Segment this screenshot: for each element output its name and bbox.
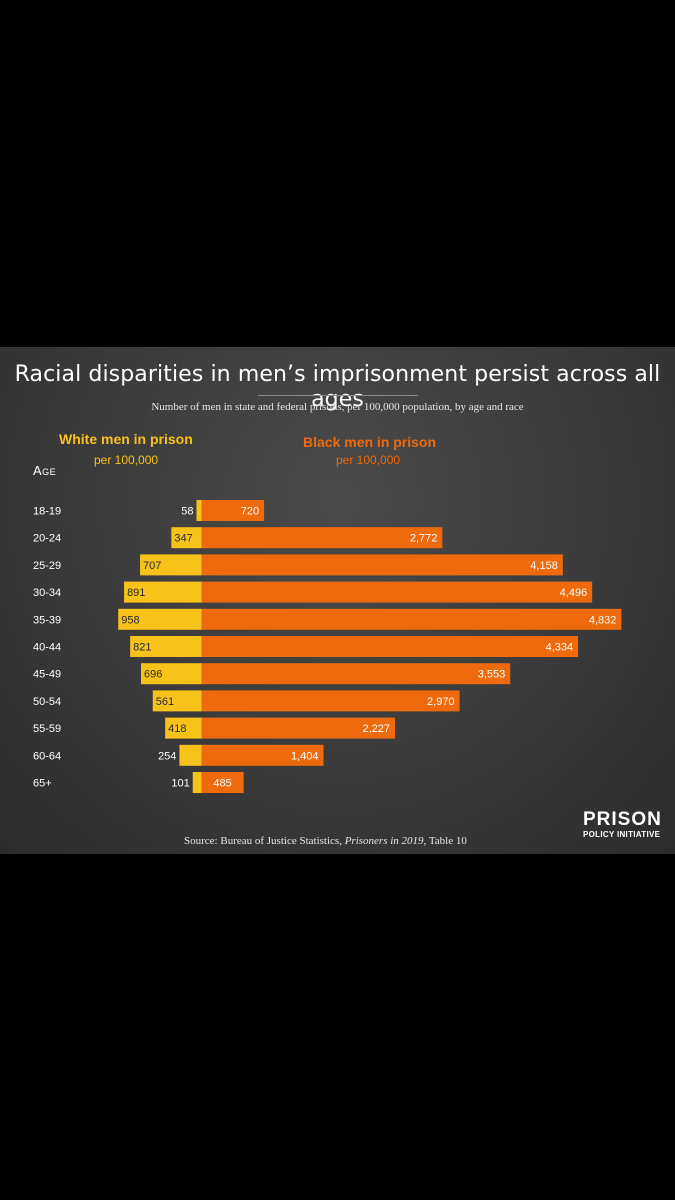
legend-black-title: Black men in prison — [303, 434, 437, 450]
white-value-label: 958 — [121, 614, 139, 626]
black-value-label: 2,227 — [362, 723, 390, 735]
black-bar — [201, 527, 443, 549]
white-value-label: 561 — [156, 696, 174, 708]
black-value-label: 2,970 — [427, 696, 455, 708]
white-value-label: 347 — [174, 533, 192, 545]
white-bar — [192, 772, 202, 793]
black-bar — [201, 717, 396, 739]
title-divider — [258, 395, 418, 396]
white-bar — [141, 663, 202, 685]
black-bar — [201, 636, 579, 657]
bar-chart: 18-19 58 720 20-24 347 2,772 25-29 707 4,158 30-3… — [33, 500, 622, 793]
logo-wordmark-top: PRISON — [583, 809, 662, 830]
white-bar — [196, 500, 202, 521]
white-value-label: 891 — [127, 587, 145, 599]
age-label: 40-44 — [33, 642, 61, 654]
chart-panel: Racial disparities in men’s imprisonment… — [0, 347, 675, 854]
black-value-label: 720 — [241, 506, 259, 518]
black-value-label: 1,404 — [291, 750, 319, 762]
source-note: Source: Bureau of Justice Statistics, Pr… — [184, 835, 467, 847]
white-value-label: 58 — [181, 506, 193, 518]
legend-white-title: White men in prison — [59, 431, 193, 447]
black-bar — [201, 608, 622, 630]
black-value-label: 2,772 — [410, 533, 438, 545]
black-value-label: 3,553 — [478, 669, 506, 681]
black-value-label: 4,496 — [560, 587, 588, 599]
white-bar — [152, 690, 202, 712]
white-value-label: 101 — [171, 778, 189, 790]
white-bar — [171, 527, 202, 549]
age-label: 50-54 — [33, 696, 61, 708]
white-bar — [179, 744, 202, 766]
black-value-label: 4,334 — [546, 642, 574, 654]
white-bar — [140, 554, 202, 576]
black-bar — [201, 772, 244, 793]
black-value-label: 485 — [213, 778, 231, 790]
age-label: 45-49 — [33, 669, 61, 681]
black-bar — [201, 663, 511, 685]
legend-white-sub: per 100,000 — [94, 453, 159, 467]
black-value-label: 4,158 — [530, 560, 558, 572]
prison-policy-initiative-logo: PRISON POLICY INITIATIVE — [583, 810, 662, 840]
black-value-label: 4,832 — [589, 614, 617, 626]
age-label: 18-19 — [33, 506, 61, 518]
white-value-label: 707 — [143, 560, 161, 572]
age-label: 35-39 — [33, 614, 61, 626]
black-bar — [201, 500, 265, 521]
white-bar — [124, 581, 202, 603]
white-value-label: 254 — [158, 750, 176, 762]
age-label: 30-34 — [33, 587, 61, 599]
age-label: 55-59 — [33, 723, 61, 735]
white-value-label: 821 — [133, 642, 151, 654]
age-axis-header: Age — [33, 463, 57, 478]
chart-subtitle: Number of men in state and federal priso… — [151, 401, 524, 413]
white-bar — [118, 608, 202, 630]
chart-title: Racial disparities in men’s imprisonment… — [14, 362, 661, 412]
source-publication: Prisoners in 2019 — [344, 835, 424, 847]
black-bar — [201, 744, 324, 766]
age-label: 25-29 — [33, 560, 61, 572]
source-suffix: , Table 10 — [423, 835, 467, 847]
logo-wordmark-bottom: POLICY INITIATIVE — [583, 830, 661, 839]
white-bar — [130, 636, 202, 657]
black-bar — [201, 690, 460, 712]
white-bar — [165, 717, 202, 739]
age-label: 60-64 — [33, 750, 61, 762]
black-bar — [201, 554, 563, 576]
white-value-label: 696 — [144, 669, 162, 681]
white-value-label: 418 — [168, 723, 186, 735]
source-prefix: Source: Bureau of Justice Statistics, — [184, 835, 345, 847]
age-label: 20-24 — [33, 533, 61, 545]
age-label: 65+ — [33, 778, 52, 790]
black-bar — [201, 581, 593, 603]
legend-black-sub: per 100,000 — [336, 453, 401, 467]
